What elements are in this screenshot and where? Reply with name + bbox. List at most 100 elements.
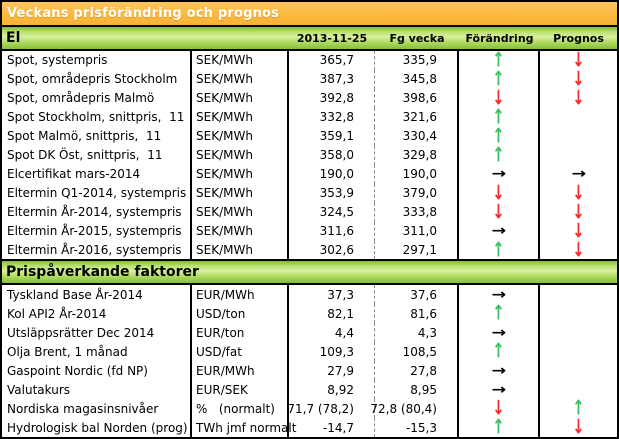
row-label: Valutakurs: [2, 380, 192, 400]
table-row: Olja Brent, 1 månad USD/fat 109,3 108,5 …: [2, 341, 617, 362]
table-row: Valutakurs EUR/SEK 8,92 8,95 →: [2, 380, 617, 400]
up-arrow-icon: ↑: [492, 301, 505, 326]
row-unit: SEK/MWh: [192, 240, 289, 260]
previous-value: 345,8: [375, 69, 459, 89]
table-row: Utsläppsrätter Dec 2014 EUR/ton 4,4 4,3 …: [2, 323, 617, 343]
forecast-cell: [540, 285, 617, 304]
right-arrow-icon: →: [491, 286, 506, 303]
change-cell: →: [459, 361, 540, 381]
current-value: 365,7: [289, 51, 375, 70]
down-arrow-icon: ↓: [572, 85, 585, 110]
table-row: Tyskland Base År-2014 EUR/MWh 37,3 37,6 …: [2, 285, 617, 305]
forecast-cell: ↓: [540, 66, 617, 91]
change-cell: →: [459, 323, 540, 343]
forecast-cell: ↓: [540, 47, 617, 72]
up-arrow-icon: ↑: [492, 123, 505, 148]
change-cell: ↑: [459, 142, 540, 167]
row-label: Spot DK Öst, snittpris, 11: [2, 145, 192, 165]
down-arrow-icon: ↓: [572, 66, 585, 91]
up-arrow-icon: ↑: [492, 142, 505, 167]
table-row: Spot Malmö, snittpris, 11 SEK/MWh 359,1 …: [2, 123, 617, 148]
forecast-cell: [540, 342, 617, 361]
change-cell: →: [459, 285, 540, 305]
row-unit: EUR/ton: [192, 323, 289, 343]
right-arrow-icon: →: [491, 381, 506, 398]
current-value: 311,6: [289, 221, 375, 241]
previous-value: 335,9: [375, 51, 459, 70]
report-title-bar: Veckans prisförändring och prognos: [2, 2, 617, 27]
down-arrow-icon: ↓: [572, 199, 585, 224]
change-cell: ↑: [459, 123, 540, 148]
previous-value: 321,6: [375, 107, 459, 127]
current-value: 387,3: [289, 69, 375, 89]
table-row: Elcertifikat mars-2014 SEK/MWh 190,0 190…: [2, 164, 617, 184]
forecast-cell: [540, 323, 617, 342]
current-value: 332,8: [289, 107, 375, 127]
row-label: Olja Brent, 1 månad: [2, 342, 192, 362]
current-value: 82,1: [289, 304, 375, 324]
change-cell: ↑: [459, 47, 540, 72]
current-value: 190,0: [289, 164, 375, 184]
row-unit: SEK/MWh: [192, 107, 289, 127]
table-row: Eltermin År-2014, systempris SEK/MWh 324…: [2, 199, 617, 224]
row-label: Eltermin Q1-2014, systempris: [2, 183, 192, 203]
table-row: Nordiska magasinsnivåer % (normalt) 71,7…: [2, 395, 617, 421]
row-unit: SEK/MWh: [192, 183, 289, 203]
change-cell: →: [459, 380, 540, 400]
up-arrow-icon: ↑: [492, 47, 505, 72]
previous-value: 8,95: [375, 380, 459, 400]
up-arrow-icon: ↑: [492, 66, 505, 91]
row-unit: USD/fat: [192, 342, 289, 362]
current-value: 71,7 (78,2): [287, 399, 375, 419]
previous-value: 333,8: [375, 202, 459, 222]
row-unit: EUR/MWh: [192, 285, 289, 305]
forecast-cell: [540, 108, 617, 127]
forecast-cell: [540, 304, 617, 323]
previous-value: -15,3: [375, 418, 459, 438]
previous-value: 190,0: [375, 164, 459, 184]
row-unit: SEK/MWh: [192, 145, 289, 165]
section-title-el: El: [6, 30, 21, 46]
current-value: 8,92: [289, 380, 375, 400]
down-arrow-icon: ↓: [572, 47, 585, 72]
up-arrow-icon: ↑: [492, 414, 505, 439]
current-value: 358,0: [289, 145, 375, 165]
forecast-cell: ↓: [540, 239, 617, 260]
right-arrow-icon: →: [491, 223, 506, 240]
row-unit: EUR/SEK: [192, 380, 289, 400]
row-label: Eltermin År-2015, systempris: [2, 221, 192, 241]
previous-value: 72,8 (80,4): [370, 399, 459, 419]
down-arrow-icon: ↓: [572, 218, 585, 243]
forecast-cell: [540, 127, 617, 146]
change-cell: ↑: [459, 301, 540, 326]
up-arrow-icon: ↑: [492, 104, 505, 129]
previous-value: 4,3: [375, 323, 459, 343]
right-arrow-icon: →: [491, 362, 506, 379]
current-value: 27,9: [289, 361, 375, 381]
el-section-rows: Spot, systempris SEK/MWh 365,7 335,9 ↑ ↓…: [2, 47, 617, 260]
forecast-cell: ↓: [540, 218, 617, 243]
row-unit: SEK/MWh: [192, 202, 289, 222]
change-cell: ↑: [459, 66, 540, 91]
forecast-cell: ↑: [540, 395, 617, 421]
row-unit: SEK/MWh: [192, 126, 289, 146]
row-unit: % (normalt): [192, 399, 289, 419]
table-row: Eltermin År-2016, systempris SEK/MWh 302…: [2, 239, 617, 260]
table-row: Gaspoint Nordic (fd NP) EUR/MWh 27,9 27,…: [2, 361, 617, 381]
row-label: Elcertifikat mars-2014: [2, 164, 192, 184]
previous-value: 330,4: [375, 126, 459, 146]
change-cell: ↓: [459, 201, 540, 222]
previous-value: 329,8: [375, 145, 459, 165]
row-label: Tyskland Base År-2014: [2, 285, 192, 305]
forecast-cell: ↓: [540, 199, 617, 224]
row-unit: USD/ton: [192, 304, 289, 324]
change-cell: ↓: [459, 182, 540, 203]
up-arrow-icon: ↑: [572, 395, 585, 421]
row-label: Spot, systempris: [2, 51, 192, 70]
table-row: Spot, områdepris Stockholm SEK/MWh 387,3…: [2, 66, 617, 91]
down-arrow-icon: ↓: [572, 414, 585, 439]
row-unit: SEK/MWh: [192, 69, 289, 89]
forecast-cell: ↓: [540, 182, 617, 203]
change-cell: →: [459, 164, 540, 184]
